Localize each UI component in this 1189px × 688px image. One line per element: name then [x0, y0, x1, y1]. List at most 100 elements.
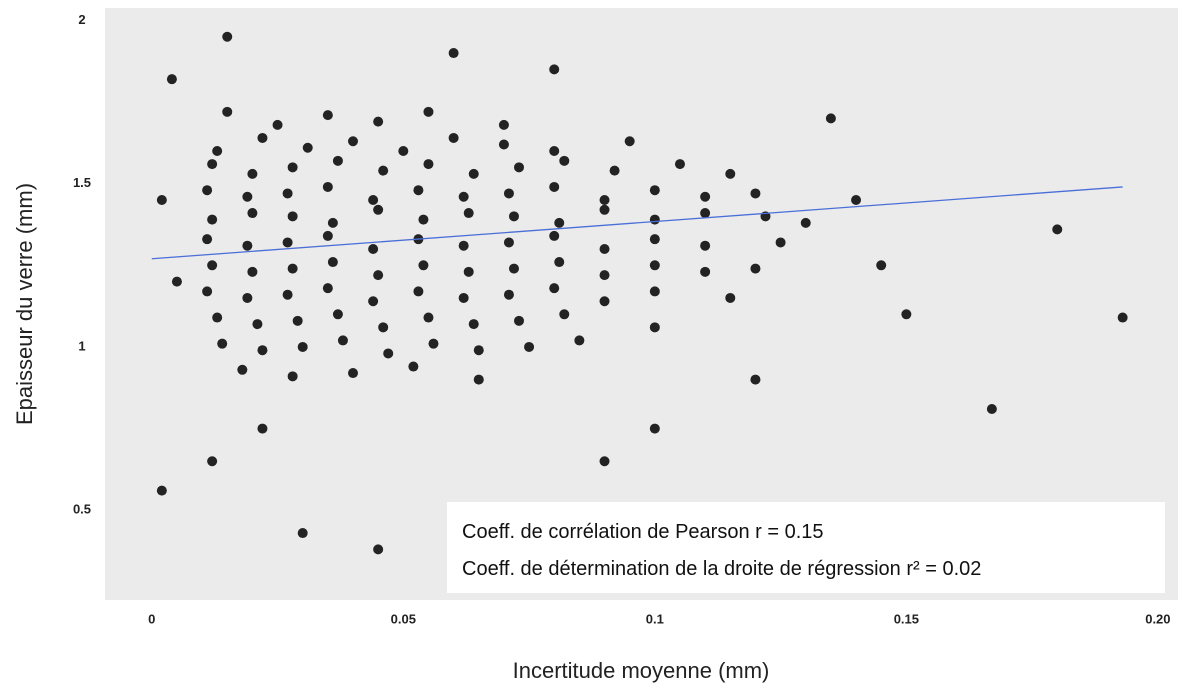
point — [624, 136, 635, 147]
point — [282, 237, 293, 248]
point — [503, 289, 514, 300]
point — [468, 168, 479, 179]
point — [599, 243, 610, 254]
point — [549, 230, 560, 241]
point — [413, 185, 424, 196]
point — [272, 119, 283, 130]
plot-area — [105, 8, 1178, 600]
point — [171, 276, 182, 287]
point — [322, 283, 333, 294]
point — [423, 159, 434, 170]
point — [448, 48, 459, 59]
annotation: Coeff. de corrélation de Pearson r = 0.1… — [462, 521, 824, 543]
point — [700, 191, 711, 202]
point — [207, 214, 218, 225]
point — [418, 214, 429, 225]
point — [674, 159, 685, 170]
x-tick-label: 0.20 — [1145, 611, 1170, 626]
point — [348, 368, 359, 379]
point — [423, 312, 434, 323]
point — [876, 260, 887, 271]
point — [212, 146, 223, 157]
point — [514, 162, 525, 173]
point — [156, 485, 167, 496]
point — [448, 132, 459, 143]
point — [322, 110, 333, 121]
marks — [151, 31, 1128, 555]
point — [207, 159, 218, 170]
point — [825, 113, 836, 124]
point — [458, 240, 469, 251]
point — [322, 230, 333, 241]
point — [282, 188, 293, 199]
point — [337, 335, 348, 346]
point — [498, 139, 509, 150]
point — [851, 195, 862, 205]
point — [549, 146, 560, 157]
point — [373, 544, 384, 555]
point — [549, 64, 560, 75]
point — [257, 423, 268, 434]
point — [503, 237, 514, 248]
point — [373, 270, 384, 281]
regression-line — [151, 186, 1123, 260]
point — [202, 286, 213, 297]
point — [508, 211, 519, 222]
point — [368, 296, 379, 307]
y-axis-title: Epaisseur du verre (mm) — [12, 183, 37, 425]
point — [559, 309, 570, 320]
point — [378, 322, 389, 333]
point — [292, 315, 303, 326]
point — [473, 374, 484, 385]
point — [217, 338, 228, 349]
point — [649, 234, 660, 245]
point — [649, 286, 660, 297]
point — [222, 106, 233, 117]
point — [503, 188, 514, 199]
point — [700, 208, 711, 219]
point — [302, 142, 313, 153]
point — [498, 119, 509, 130]
point — [166, 74, 177, 85]
point — [327, 217, 338, 228]
point — [599, 204, 610, 215]
point — [413, 286, 424, 297]
point — [599, 195, 610, 205]
point — [378, 165, 389, 176]
point — [901, 309, 912, 320]
point — [559, 155, 570, 166]
point — [242, 191, 253, 202]
point — [418, 260, 429, 271]
point — [287, 162, 298, 173]
point — [373, 116, 384, 127]
point — [609, 165, 620, 176]
point — [549, 283, 560, 294]
point — [368, 195, 379, 205]
point — [297, 528, 308, 539]
point — [700, 266, 711, 277]
point — [458, 191, 469, 202]
point — [524, 341, 535, 352]
point — [423, 106, 434, 117]
point — [237, 364, 248, 375]
point — [649, 214, 660, 225]
point — [574, 335, 585, 346]
point — [599, 456, 610, 467]
x-tick-label: 0 — [148, 611, 155, 626]
annotation: Coeff. de détermination de la droite de … — [462, 558, 981, 580]
point — [257, 345, 268, 356]
point — [649, 185, 660, 196]
point — [207, 456, 218, 467]
point — [1117, 312, 1128, 323]
point — [463, 266, 474, 277]
x-tick-label: 0.05 — [391, 611, 416, 626]
point — [327, 257, 338, 268]
y-tick-label: 0.5 — [73, 502, 91, 517]
point — [287, 371, 298, 382]
point — [222, 31, 233, 42]
point — [725, 168, 736, 179]
point — [257, 132, 268, 143]
point — [649, 322, 660, 333]
point — [207, 260, 218, 271]
